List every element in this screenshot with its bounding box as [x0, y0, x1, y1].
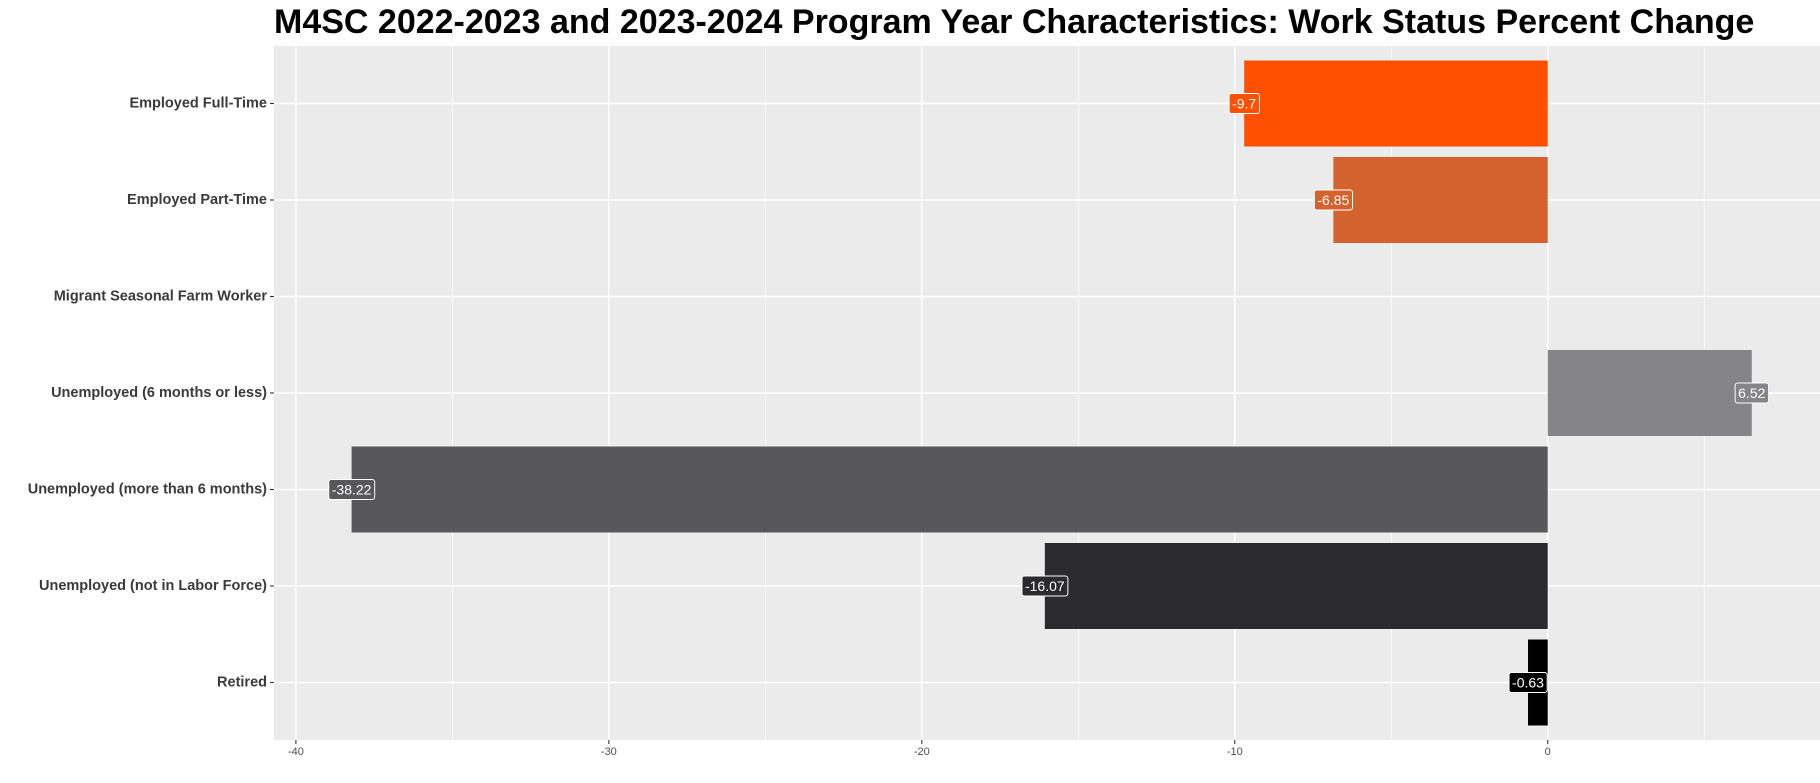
- bars: [351, 60, 1752, 726]
- y-tick-label: Migrant Seasonal Farm Worker: [54, 289, 268, 305]
- x-tick-label: -30: [601, 746, 617, 758]
- data-label-text: -0.63: [1512, 675, 1544, 691]
- y-tick-label: Employed Part-Time: [127, 192, 267, 208]
- data-label: -16.07: [1021, 575, 1069, 597]
- y-axis: Employed Full-Time Employed Part-Time Migr…: [28, 96, 274, 691]
- x-tick-label: -10: [1227, 746, 1243, 758]
- y-tick-label: Employed Full-Time: [129, 96, 267, 112]
- data-label-text: -38.22: [332, 482, 372, 498]
- data-label-box: [1313, 189, 1354, 211]
- data-label-box: [1021, 575, 1069, 597]
- data-label-box: [1228, 93, 1260, 114]
- y-tick-label: Unemployed (more than 6 months): [28, 482, 267, 498]
- data-label-box: [1734, 382, 1770, 404]
- x-tick-label: -20: [914, 746, 930, 758]
- bar: [1244, 60, 1548, 147]
- x-tick-label: 0: [1545, 746, 1551, 758]
- bar: [1044, 543, 1548, 629]
- bar: [1547, 350, 1752, 436]
- bar: [351, 446, 1548, 533]
- data-label: -38.22: [328, 479, 376, 500]
- data-label-box: [328, 479, 376, 500]
- data-label: -9.7: [1228, 93, 1260, 114]
- data-label-text: 6.52: [1738, 385, 1765, 401]
- data-label-text: -6.85: [1317, 192, 1349, 208]
- data-label-box: [1508, 672, 1548, 693]
- y-tick-label: Unemployed (not in Labor Force): [39, 578, 267, 594]
- data-label-text: -9.7: [1232, 96, 1256, 112]
- data-label: -6.85: [1313, 189, 1354, 211]
- y-tick-label: Retired: [217, 675, 267, 691]
- data-label: 6.52: [1734, 382, 1770, 404]
- chart-title: M4SC 2022-2023 and 2023-2024 Program Yea…: [274, 3, 1755, 41]
- bar: [1333, 157, 1548, 243]
- major-gridlines: [274, 46, 1820, 740]
- y-tick-label: Unemployed (6 months or less): [51, 385, 267, 401]
- x-axis: -40 -30 -20 -10 0: [288, 740, 1551, 758]
- x-tick-label: -40: [288, 746, 304, 758]
- data-label: -0.63: [1508, 672, 1548, 693]
- data-label-text: -16.07: [1025, 578, 1065, 594]
- data-labels: -9.7 -6.85 6.52 -38.22 -16.07 -0.63: [328, 93, 1770, 693]
